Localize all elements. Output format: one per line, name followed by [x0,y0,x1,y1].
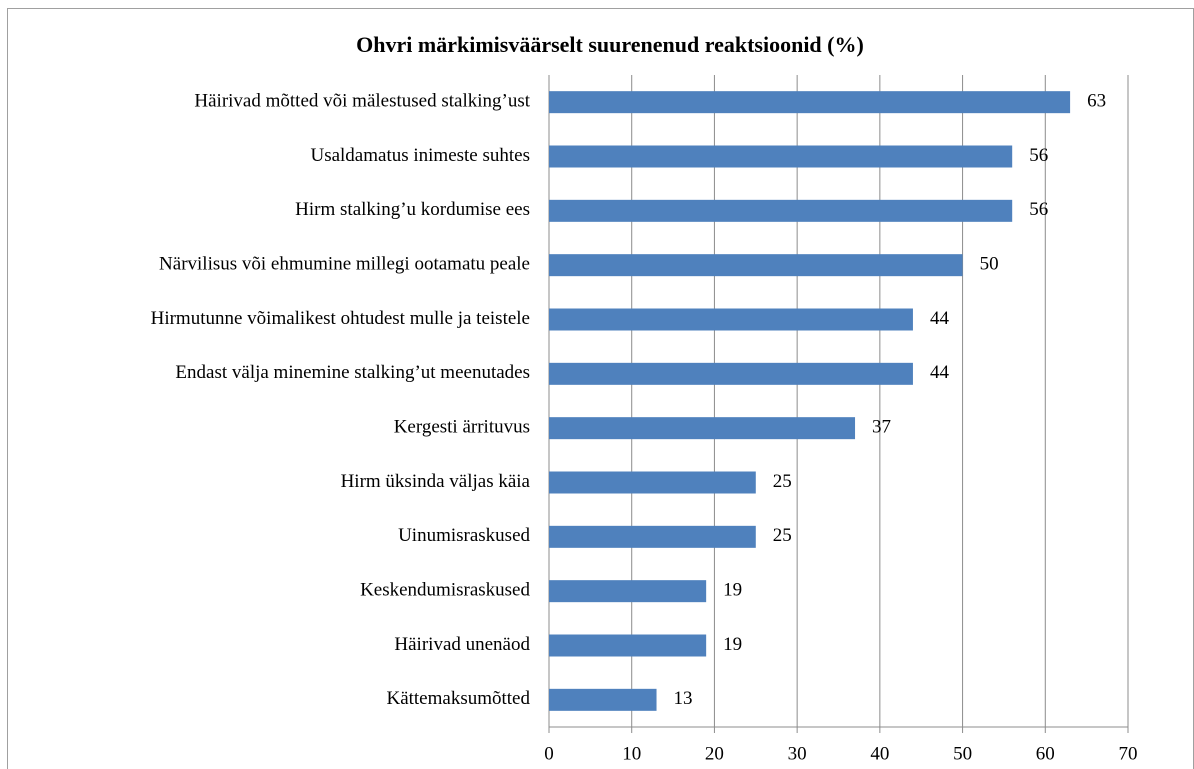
y-tick-label: Hirm stalking’u kordumise ees [295,199,530,220]
y-tick-label: Häirivad unenäod [394,634,530,655]
y-tick-label: Hirm üksinda väljas käia [341,471,531,492]
value-label: 19 [723,634,742,655]
value-label: 63 [1087,91,1106,112]
bar [549,580,707,603]
value-label: 25 [773,471,792,492]
chart-title: Ohvri märkimisväärselt suurenenud reakts… [356,32,864,57]
y-tick-label: Usaldamatus inimeste suhtes [310,145,530,166]
bar [549,91,1071,114]
y-tick-label: Närvilisus või ehmumine millegi ootamatu… [159,254,530,275]
bar [549,199,1013,222]
bar [549,145,1013,168]
bar [549,417,856,440]
x-tick-label: 70 [1119,743,1138,764]
y-tick-label: Endast välja minemine stalking’ut meenut… [175,362,530,383]
x-tick-label: 50 [953,743,972,764]
bar [549,525,756,548]
value-label: 25 [773,525,792,546]
bar [549,634,707,657]
y-tick-label: Häirivad mõtted või mälestused stalking’… [194,91,530,112]
x-tick-label: 0 [544,743,554,764]
bar [549,471,756,494]
y-tick-label: Uinumisraskused [398,525,530,546]
value-label: 13 [674,688,693,709]
x-tick-label: 10 [622,743,641,764]
bar [549,308,913,331]
bar [549,688,657,711]
y-tick-label: Hirmutunne võimalikest ohtudest mulle ja… [151,308,530,329]
bar [549,362,913,385]
bar [549,254,963,277]
value-label: 37 [872,417,891,438]
value-label: 44 [930,362,950,383]
y-tick-label: Kergesti ärrituvus [394,417,530,438]
value-label: 44 [930,308,950,329]
value-label: 50 [980,254,999,275]
x-tick-label: 30 [788,743,807,764]
y-tick-label: Keskendumisraskused [360,580,530,601]
value-label: 56 [1029,199,1048,220]
x-tick-label: 40 [870,743,889,764]
y-tick-label: Kättemaksumõtted [386,688,530,709]
x-tick-label: 20 [705,743,724,764]
value-label: 19 [723,580,742,601]
x-tick-label: 60 [1036,743,1055,764]
value-label: 56 [1029,145,1048,166]
